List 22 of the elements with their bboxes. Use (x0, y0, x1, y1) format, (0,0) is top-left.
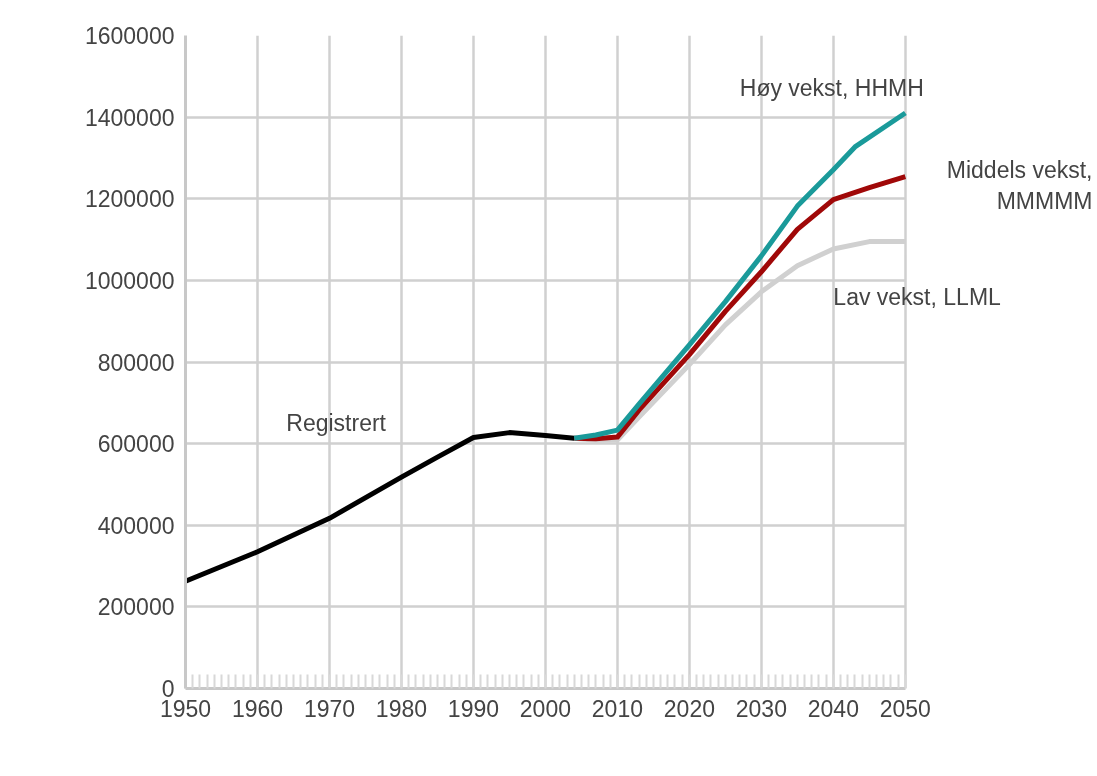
text: Middels vekst, MMMMM (946, 157, 1093, 215)
x-tick-label: 2030 (735, 695, 787, 722)
x-tick-label: 1980 (375, 695, 428, 722)
y-tick-label: 800000 (97, 349, 175, 376)
x-tick-label: 1970 (303, 695, 356, 722)
y-tick-label: 1600000 (84, 23, 175, 49)
x-tick-label: 2010 (591, 695, 643, 722)
annotation: Høy vekst, HHMH (739, 74, 924, 101)
x-tick-label: 2050 (879, 695, 931, 722)
x-tick-label: 2020 (663, 695, 715, 722)
y-tick-label: 1000000 (84, 267, 175, 294)
y-tick-label: 200000 (97, 594, 175, 621)
x-tick-label: 2000 (519, 695, 572, 722)
x-tick-label: 2040 (807, 695, 859, 722)
y-tick-label: 1400000 (84, 104, 175, 131)
x-tick-label: 1960 (231, 695, 284, 722)
annotation: Registrert (286, 410, 387, 437)
y-tick-label: 400000 (97, 512, 175, 539)
y-tick-label: 600000 (97, 431, 175, 458)
annotation: Lav vekst, LLML (833, 283, 1002, 310)
y-tick-label: 1200000 (84, 186, 175, 213)
x-tick-label: 1990 (447, 695, 500, 722)
